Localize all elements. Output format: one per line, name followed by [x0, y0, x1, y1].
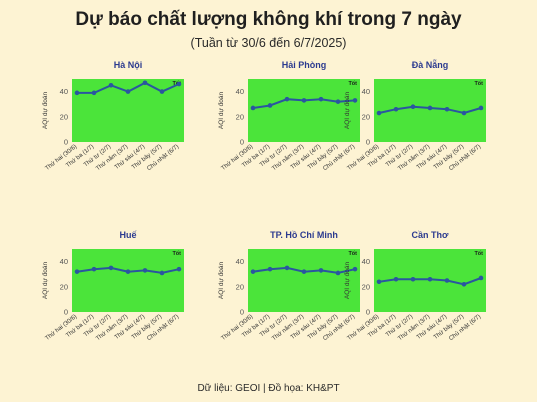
- y-tick-label: 40: [362, 257, 370, 266]
- data-point: [444, 278, 450, 283]
- data-point: [284, 96, 290, 102]
- panel-title: TP. Hồ Chí Minh: [270, 230, 338, 240]
- quality-badge: Tốt: [348, 80, 357, 87]
- plot-area: [248, 79, 360, 142]
- y-tick-label: 0: [64, 138, 68, 147]
- panel-title: Huế: [119, 230, 137, 240]
- source-credit: Dữ liệu: GEOI | Đồ họa: KH&PT: [197, 383, 340, 394]
- data-point: [176, 266, 182, 272]
- y-axis-label: AQI dự đoán: [218, 92, 225, 130]
- data-point: [108, 83, 114, 88]
- y-tick-label: 40: [60, 87, 68, 96]
- y-axis-label: AQI dự đoán: [344, 262, 351, 300]
- data-point: [410, 276, 416, 282]
- data-point: [108, 265, 114, 271]
- quality-badge: Tốt: [348, 250, 357, 257]
- data-point: [91, 90, 97, 96]
- panel-title: Hải Phòng: [282, 60, 327, 70]
- y-tick-label: 40: [236, 257, 244, 266]
- y-tick-label: 0: [366, 308, 370, 317]
- data-point: [318, 268, 324, 273]
- data-point: [91, 266, 97, 272]
- y-tick-label: 40: [60, 257, 68, 266]
- y-tick-label: 0: [240, 138, 244, 147]
- y-tick-label: 40: [362, 87, 370, 96]
- data-point: [410, 104, 416, 110]
- data-point: [318, 96, 324, 102]
- y-axis-label: AQI dự đoán: [218, 262, 225, 300]
- data-point: [142, 268, 148, 273]
- data-point: [301, 269, 307, 274]
- panel-title: Cần Thơ: [412, 230, 449, 240]
- data-point: [461, 110, 467, 116]
- data-point: [427, 105, 433, 111]
- plot-area: [248, 249, 360, 312]
- data-point: [250, 269, 256, 274]
- quality-badge: Tốt: [474, 80, 483, 87]
- data-point: [301, 98, 307, 103]
- data-point: [74, 90, 80, 96]
- data-point: [461, 281, 467, 287]
- data-point: [478, 105, 484, 111]
- data-point: [125, 89, 131, 94]
- data-point: [393, 276, 399, 282]
- data-point: [284, 265, 290, 271]
- y-tick-label: 20: [60, 112, 68, 121]
- y-axis-label: AQI dự đoán: [344, 92, 351, 130]
- data-point: [352, 266, 358, 272]
- data-point: [159, 270, 165, 276]
- data-point: [142, 80, 148, 86]
- data-point: [427, 276, 433, 282]
- data-point: [335, 99, 341, 104]
- plot-area: [72, 249, 184, 312]
- data-point: [159, 89, 165, 94]
- y-tick-label: 20: [236, 112, 244, 121]
- data-point: [176, 81, 182, 87]
- data-point: [393, 106, 399, 112]
- data-point: [250, 105, 256, 111]
- data-point: [125, 269, 131, 274]
- data-point: [267, 266, 273, 272]
- data-point: [376, 279, 382, 285]
- data-point: [267, 103, 273, 108]
- y-tick-label: 0: [240, 308, 244, 317]
- data-point: [335, 270, 341, 276]
- y-tick-label: 20: [60, 282, 68, 291]
- y-tick-label: 20: [362, 282, 370, 291]
- y-tick-label: 0: [64, 308, 68, 317]
- panel-title: Hà Nội: [114, 60, 143, 70]
- page-subtitle: (Tuần từ 30/6 đến 6/7/2025): [190, 36, 347, 50]
- data-point: [352, 98, 358, 103]
- data-point: [444, 106, 450, 112]
- y-axis-label: AQI dự đoán: [42, 92, 49, 130]
- y-tick-label: 20: [362, 112, 370, 121]
- quality-badge: Tốt: [172, 250, 181, 257]
- y-tick-label: 40: [236, 87, 244, 96]
- data-point: [478, 275, 484, 281]
- panel-title: Đà Nẵng: [412, 59, 449, 70]
- y-tick-label: 20: [236, 282, 244, 291]
- quality-badge: Tốt: [474, 250, 483, 257]
- data-point: [376, 110, 382, 116]
- y-tick-label: 0: [366, 138, 370, 147]
- y-axis-label: AQI dự đoán: [42, 262, 49, 300]
- data-point: [74, 269, 80, 274]
- page-title: Dự báo chất lượng không khí trong 7 ngày: [75, 9, 462, 30]
